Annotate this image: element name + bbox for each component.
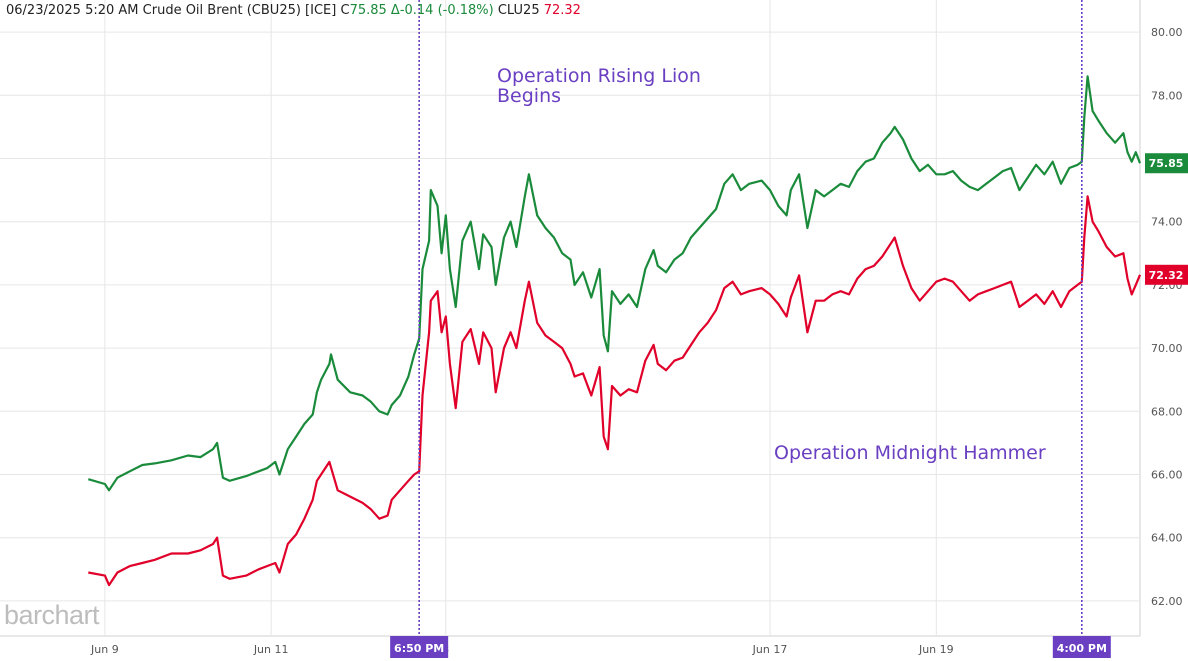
last-value-tag (1145, 153, 1188, 174)
last-value-label: 72.32 (1149, 269, 1184, 282)
y-axis: 62.0064.0066.0068.0070.0072.0074.0076.00… (1151, 26, 1183, 608)
header-change: Δ-0.14 (-0.18%) (390, 3, 494, 18)
event-time-label: 6:50 PM (394, 642, 444, 655)
header-second-value: 72.32 (543, 3, 581, 18)
last-value-label: 75.85 (1149, 157, 1184, 170)
header-date: 06/23/2025 (6, 3, 81, 18)
y-tick-label: 80.00 (1151, 26, 1183, 39)
x-tick-label: Jun 17 (752, 643, 788, 656)
annotation-rising-lion: Operation Rising Lion Begins (497, 66, 701, 106)
x-tick-label: Jun 11 (253, 643, 289, 656)
annotation-midnight-hammer: Operation Midnight Hammer (774, 442, 1046, 464)
series-line-clu25 (88, 195, 1142, 587)
chart-header: 06/23/2025 5:20 AM Crude Oil Brent (CBU2… (6, 3, 581, 18)
series-lines (87, 75, 1142, 587)
y-tick-label: 68.00 (1151, 405, 1183, 418)
event-time-tag (390, 636, 449, 658)
y-tick-label: 74.00 (1151, 216, 1183, 229)
y-tick-label: 64.00 (1151, 532, 1183, 545)
y-tick-label: 66.00 (1151, 469, 1183, 482)
series-line-cbu25 (87, 75, 1142, 492)
y-tick-label: 62.00 (1151, 595, 1183, 608)
last-value-tags: 75.85 72.32 (1145, 153, 1188, 285)
y-tick-label: 78.00 (1151, 89, 1183, 102)
header-second-symbol: CLU25 (497, 3, 540, 18)
header-close-prefix: C (340, 3, 350, 18)
event-markers: 6:50 PM 4:00 PM (390, 0, 1111, 658)
barchart-logo: barchart (4, 600, 100, 630)
annotation-rising-lion-line2: Begins (497, 85, 562, 107)
event-time-tag (1052, 636, 1111, 658)
event-time-label: 4:00 PM (1057, 642, 1107, 655)
x-tick-label: Jun 9 (90, 643, 119, 656)
y-tick-label: 70.00 (1151, 342, 1183, 355)
header-close: 75.85 (349, 3, 387, 18)
annotation-rising-lion-line1: Operation Rising Lion (497, 65, 701, 87)
header-instrument: Crude Oil Brent (CBU25) [ICE] (142, 3, 337, 18)
header-time: 5:20 AM (85, 3, 139, 18)
chart-grid (0, 0, 1141, 637)
last-value-tag (1145, 264, 1188, 285)
x-tick-label: Jun 19 (918, 643, 954, 656)
